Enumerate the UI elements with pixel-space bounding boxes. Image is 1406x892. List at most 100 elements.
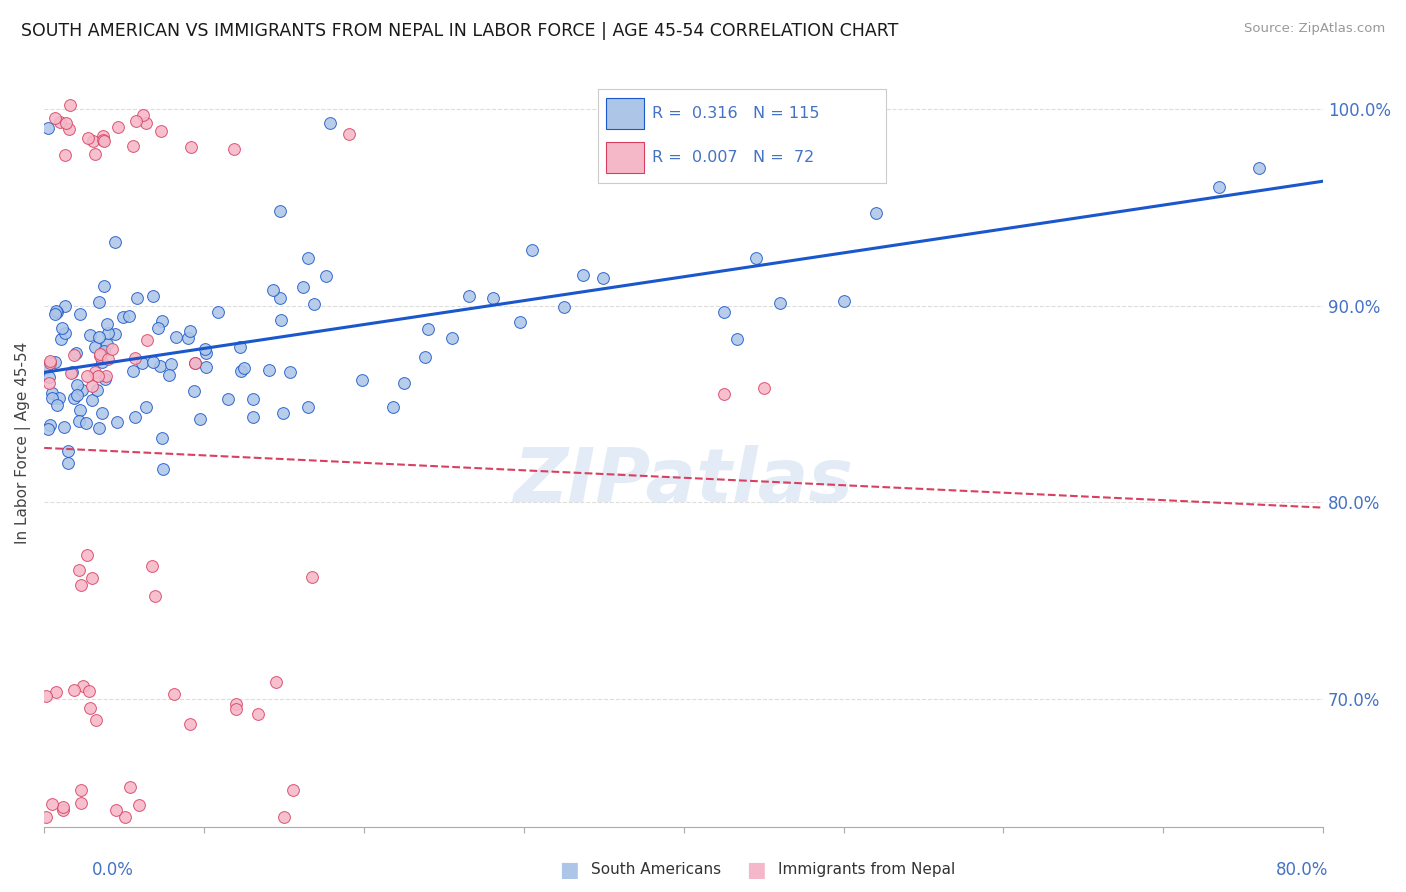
Point <box>553 301 575 315</box>
Point <box>440 331 463 345</box>
Point <box>87 330 110 344</box>
Point <box>1249 161 1271 175</box>
Point <box>218 392 240 406</box>
Point <box>82 571 104 585</box>
Point <box>89 347 111 361</box>
Point <box>70 782 93 797</box>
Point <box>101 343 124 357</box>
Point <box>242 392 264 406</box>
Point <box>51 800 73 814</box>
Point <box>768 296 790 310</box>
Point <box>165 329 187 343</box>
Point <box>114 810 136 824</box>
Point <box>413 350 436 364</box>
Point <box>65 377 87 392</box>
Point <box>111 310 134 325</box>
Point <box>382 401 405 415</box>
Point <box>84 713 107 727</box>
Point <box>79 701 101 715</box>
Point <box>176 331 198 345</box>
Point <box>82 134 104 148</box>
Point <box>76 549 98 563</box>
Point <box>104 235 127 249</box>
Point <box>58 122 80 136</box>
Point <box>48 392 70 406</box>
Point <box>273 810 295 824</box>
Point <box>94 369 117 384</box>
Text: Source: ZipAtlas.com: Source: ZipAtlas.com <box>1244 22 1385 36</box>
Point <box>52 419 75 434</box>
Point <box>150 314 173 328</box>
Point <box>229 340 252 354</box>
Point <box>142 355 165 369</box>
Point <box>97 326 120 340</box>
Text: 80.0%: 80.0% <box>1277 861 1329 879</box>
Point <box>93 344 115 359</box>
Point <box>183 384 205 399</box>
Point <box>45 685 67 699</box>
Point <box>194 360 217 375</box>
Point <box>72 679 94 693</box>
Point <box>41 797 63 812</box>
Point <box>75 416 97 430</box>
Point <box>1208 180 1230 194</box>
Point <box>89 349 111 363</box>
Point <box>104 326 127 341</box>
Point <box>55 116 77 130</box>
Point <box>159 357 181 371</box>
Point <box>142 288 165 302</box>
Point <box>520 243 543 257</box>
Point <box>91 355 114 369</box>
Point <box>337 127 360 141</box>
Point <box>46 398 69 412</box>
Point <box>89 421 111 435</box>
Point <box>89 294 111 309</box>
Point <box>35 810 58 824</box>
Point <box>87 368 110 383</box>
Point <box>124 351 146 365</box>
Y-axis label: In Labor Force | Age 45-54: In Labor Force | Age 45-54 <box>15 343 31 544</box>
Point <box>52 804 75 818</box>
Point <box>59 98 82 112</box>
Point <box>41 391 63 405</box>
Point <box>394 376 416 390</box>
Point <box>86 384 108 398</box>
Point <box>232 361 254 376</box>
Point <box>44 112 66 126</box>
Point <box>572 268 595 282</box>
Point <box>259 363 281 377</box>
Point <box>93 372 115 386</box>
Point <box>104 803 127 817</box>
Point <box>157 368 180 383</box>
Point <box>163 687 186 701</box>
Point <box>93 128 115 143</box>
Point <box>49 332 72 346</box>
Point <box>93 135 115 149</box>
Point <box>744 252 766 266</box>
Point <box>179 716 201 731</box>
Point <box>713 305 735 319</box>
Point <box>45 305 67 319</box>
Point <box>150 124 173 138</box>
Point <box>262 283 284 297</box>
Point <box>69 402 91 417</box>
Point <box>725 332 748 346</box>
Point <box>152 431 174 445</box>
Point <box>122 364 145 378</box>
Point <box>352 373 374 387</box>
Point <box>35 361 58 376</box>
Bar <box>606 97 644 129</box>
Point <box>135 116 157 130</box>
Point <box>44 307 66 321</box>
Text: South Americans: South Americans <box>591 863 721 877</box>
Point <box>304 296 326 310</box>
Point <box>242 409 264 424</box>
Point <box>278 365 301 379</box>
Point <box>63 391 86 405</box>
Point <box>41 385 63 400</box>
Point <box>38 417 60 432</box>
Point <box>35 690 58 704</box>
Point <box>83 340 105 354</box>
Point <box>118 310 141 324</box>
Point <box>60 365 83 379</box>
